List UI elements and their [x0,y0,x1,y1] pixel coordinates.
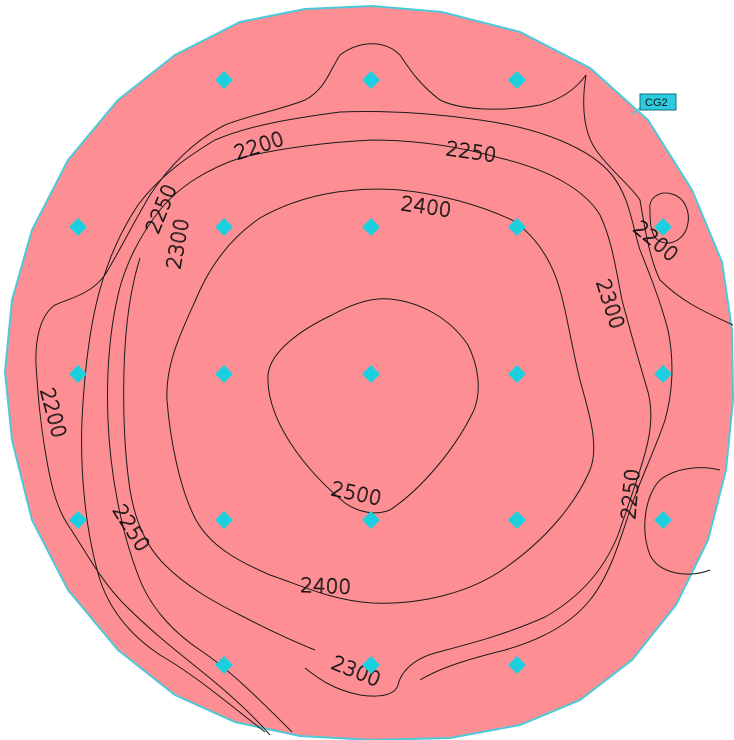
grid-marker [215,656,233,674]
contour-2250-right-loop [644,467,721,575]
tag-box [639,93,677,111]
grid-marker [69,218,87,236]
grid-marker [215,365,233,383]
contour-label: 2400 [300,573,352,599]
grid-marker [362,656,380,674]
grid-marker [362,365,380,383]
grid-marker [362,218,380,236]
grid-marker [508,365,526,383]
contour-2200-loop [649,192,689,244]
grid-marker [362,511,380,529]
grid-marker [508,511,526,529]
contour-2300 [106,139,652,733]
grid-marker [362,71,380,89]
grid-marker [508,218,526,236]
grid-marker [215,511,233,529]
contour-2400 [166,188,595,604]
contour-lines [35,43,734,736]
grid-marker [654,511,672,529]
contour-labels: 2200 2250 2300 2400 2500 2200 2250 2300 … [35,126,684,692]
grid-marker [215,71,233,89]
cg2-tag: CG2 [631,93,677,115]
grid-marker [215,218,233,236]
grid-marker [508,71,526,89]
tag-label: CG2 [645,97,668,109]
contour-2300-left [123,257,316,651]
grid-marker [69,511,87,529]
contour-2200-right [583,74,734,326]
grid-marker [69,365,87,383]
contour-2200-main [35,43,587,736]
contour-2500 [267,298,479,514]
grid-marker [508,656,526,674]
grid-marker [654,365,672,383]
contour-2250 [81,110,673,733]
grid-marker [654,218,672,236]
contour-label: 2250 [616,468,644,521]
marker-layer [69,71,672,674]
